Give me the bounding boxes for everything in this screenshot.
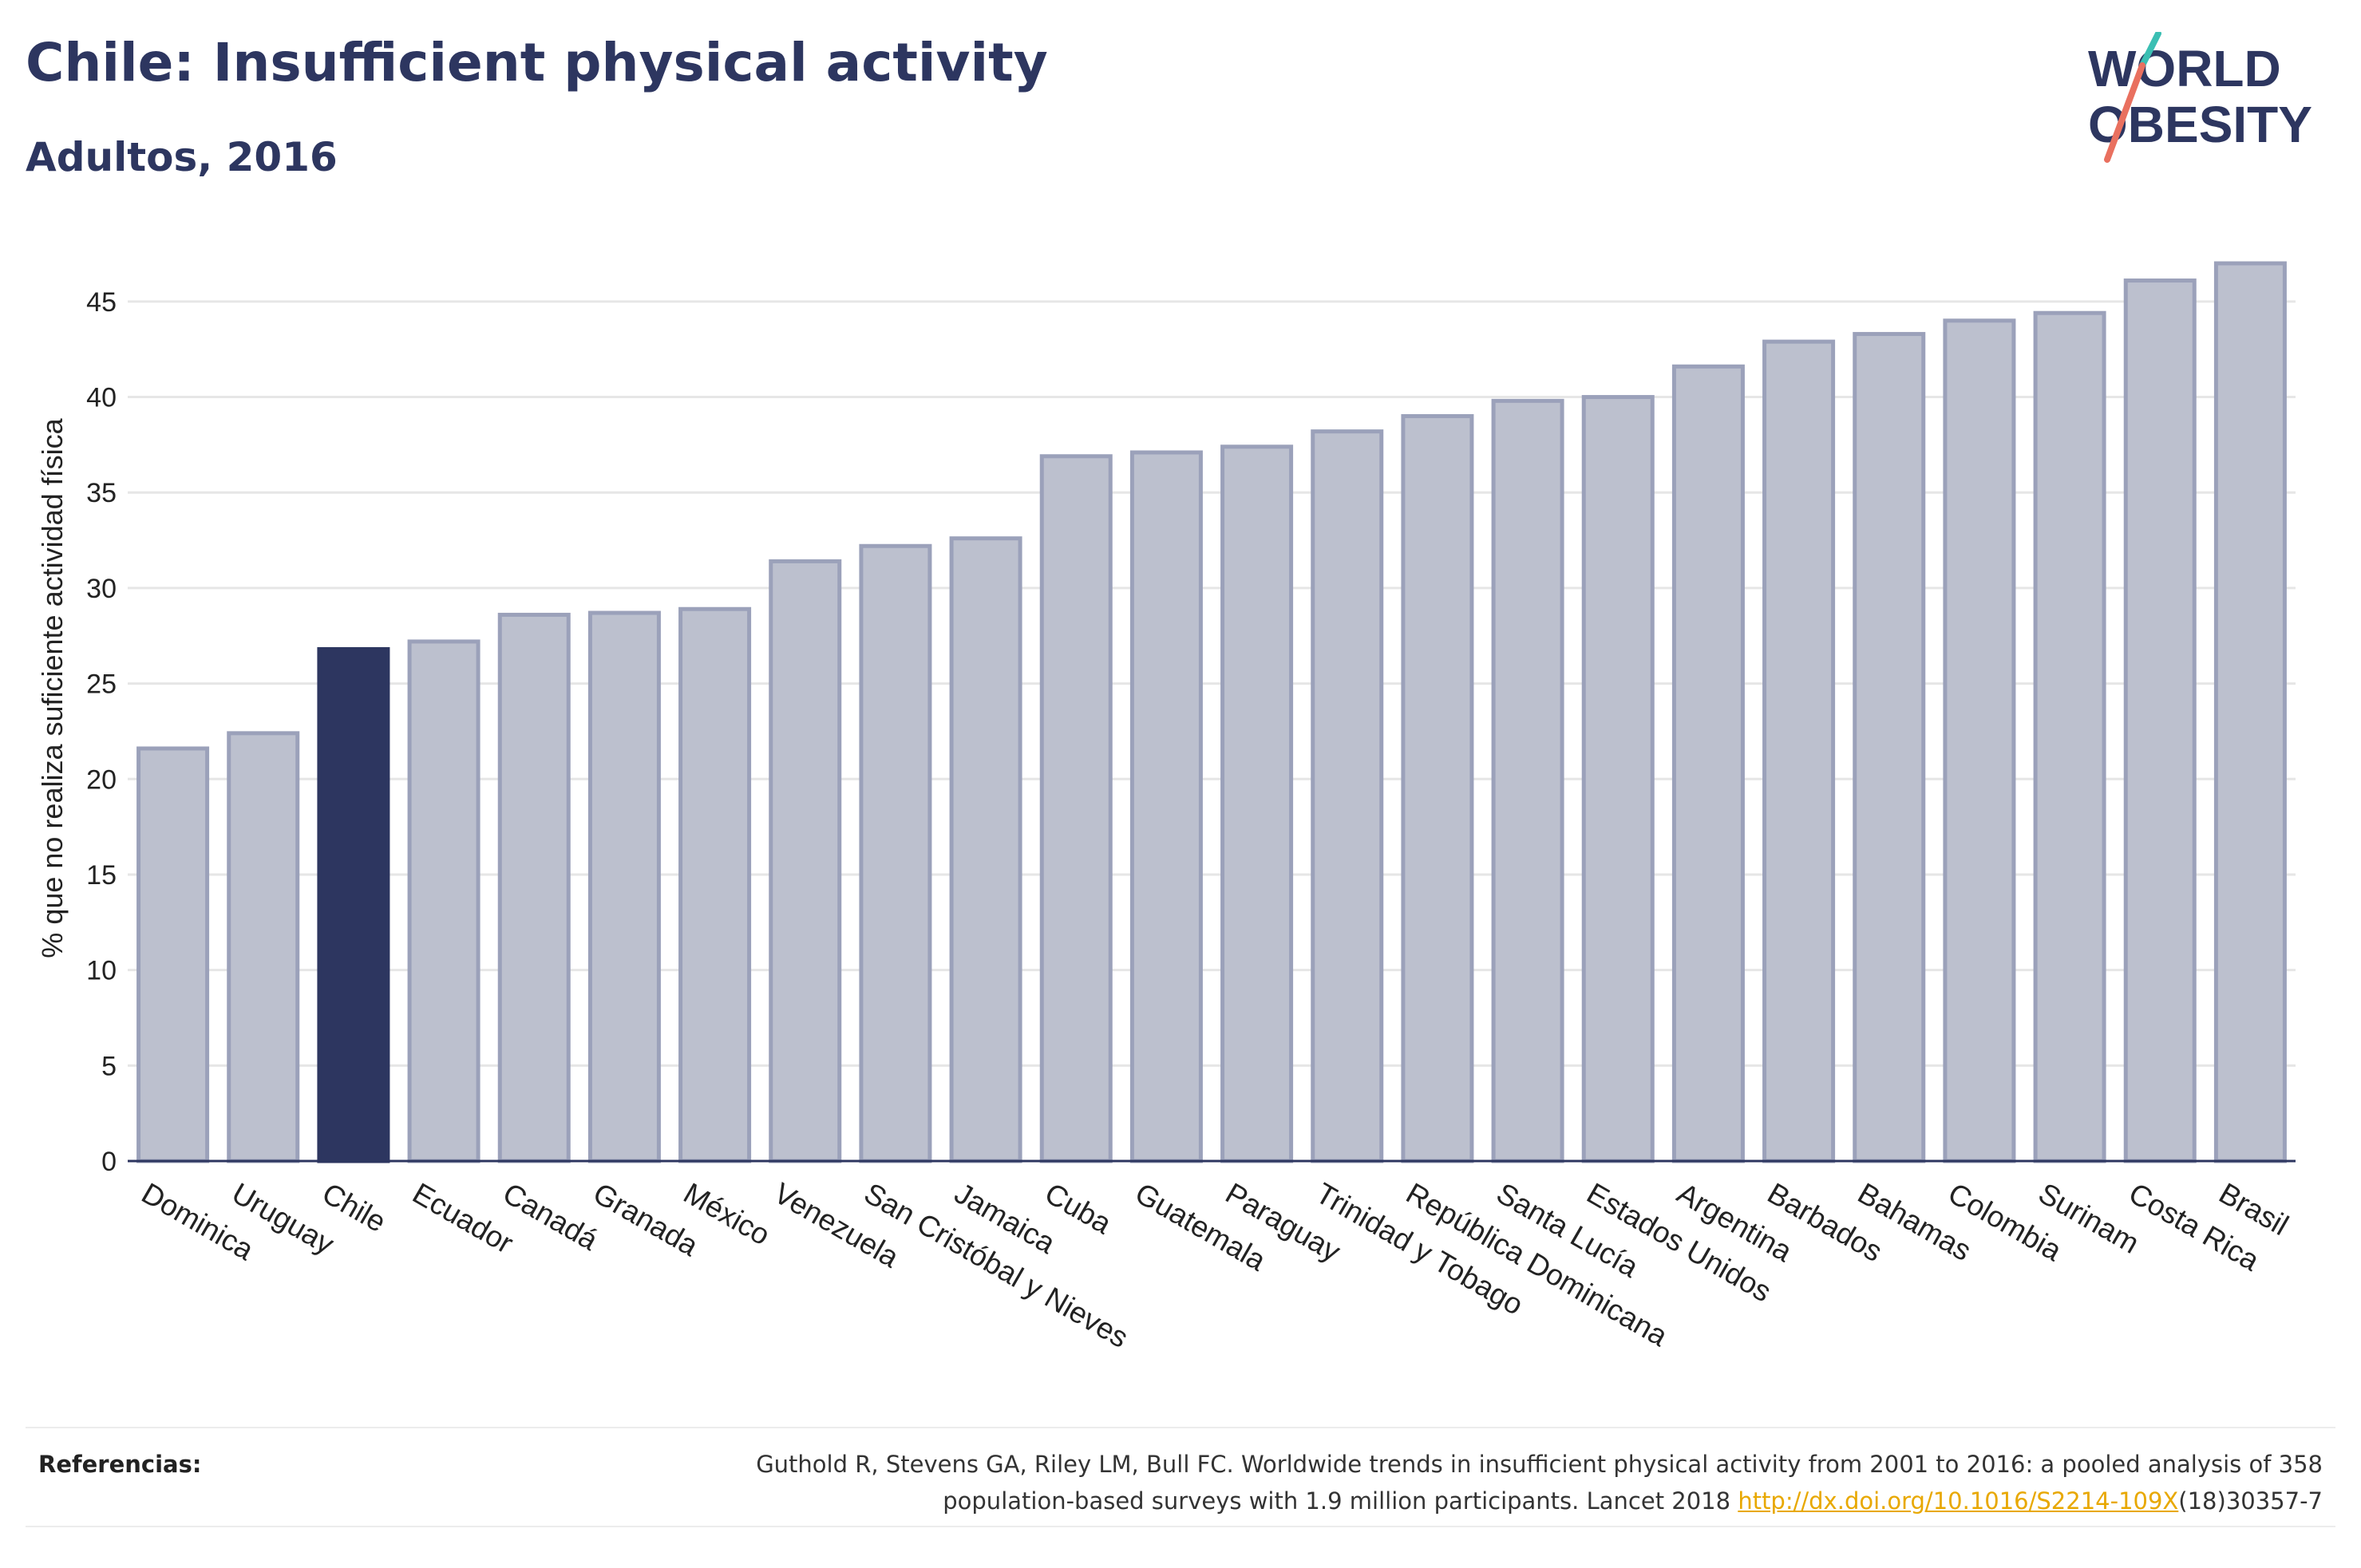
y-tick-label: 30 [86,574,117,604]
bar-uruguay [227,731,300,1163]
bar-surinam [2033,310,2106,1163]
footer-divider-top [26,1427,2335,1428]
bar-argentina [1671,364,1745,1163]
y-axis-label: % que no realiza suficiente actividad fí… [36,417,69,958]
bar-trinidad-y-tobago [1311,429,1384,1163]
bar-república-dominicana [1401,413,1474,1163]
bar-venezuela [769,559,842,1163]
reference-line-2: population-based surveys with 1.9 millio… [943,1487,1738,1515]
bar-cuba [1039,454,1113,1163]
bar-paraguay [1220,444,1294,1163]
bar-santa-lucía [1491,398,1564,1163]
y-tick-label: 15 [86,860,117,891]
y-tick-label: 40 [86,383,117,413]
logo-line1: WORLD [2088,40,2281,97]
bar-dominica [136,746,210,1163]
bars [136,261,2287,1163]
footer-divider-bottom [26,1526,2335,1527]
reference-line-2-end: (18)30357-7 [2178,1487,2323,1515]
bar-costa-rica [2123,278,2197,1163]
x-tick-label: Ecuador [407,1176,519,1259]
y-tick-label: 10 [86,956,117,986]
reference-doi-link[interactable]: http://dx.doi.org/10.1016/S2214-109X [1738,1487,2179,1515]
gridlines [128,300,2296,1067]
y-tick-label: 0 [101,1147,117,1177]
y-tick-label: 45 [86,287,117,318]
bar-granada [587,610,661,1163]
references-text: Guthold R, Stevens GA, Riley LM, Bull FC… [567,1446,2323,1519]
bar-chile [317,647,390,1163]
bar-brasil [2213,261,2287,1163]
y-tick-labels: 0 5 10 15 20 25 30 35 40 45 [86,287,117,1177]
bar-barbados [1762,339,1836,1163]
y-tick-label: 20 [86,764,117,795]
bar-estados-unidos [1581,395,1655,1163]
bar-jamaica [949,536,1022,1163]
bar-guatemala [1129,450,1203,1163]
reference-line-1: Guthold R, Stevens GA, Riley LM, Bull FC… [756,1451,2323,1478]
chart-title: Chile: Insufficient physical activity [26,32,1048,93]
world-obesity-logo: WORLD OBESITY [2088,32,2312,163]
y-tick-label: 25 [86,669,117,700]
chart-subtitle: Adultos, 2016 [26,134,338,180]
x-tick-label: Canadá [497,1176,603,1257]
references-label: Referencias: [38,1451,202,1478]
bar-san-cristóbal-y-nieves [859,543,932,1163]
bar-bahamas [1853,332,1926,1163]
bar-ecuador [407,639,481,1163]
bar-méxico [678,606,752,1163]
bar-colombia [1943,318,2016,1163]
y-tick-label: 5 [101,1051,117,1081]
bar-canadá [497,612,571,1163]
y-tick-label: 35 [86,478,117,508]
